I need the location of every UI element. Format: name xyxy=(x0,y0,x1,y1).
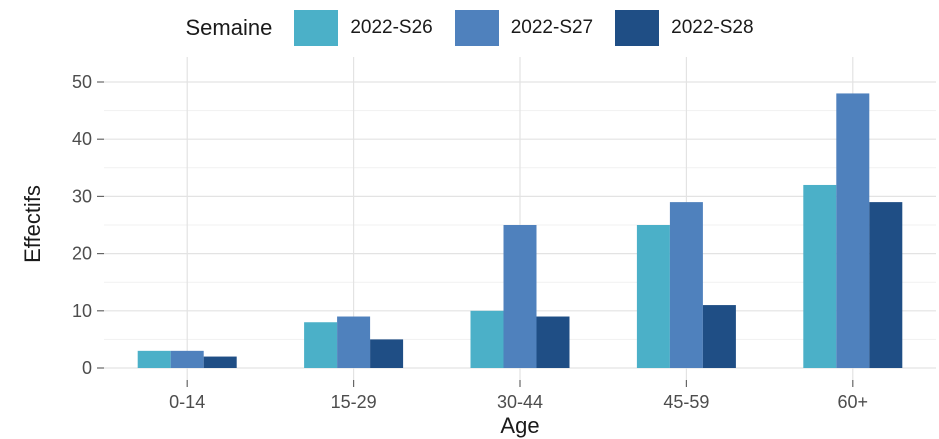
bar-2022-S27-45-59 xyxy=(669,202,703,368)
y-tick-label: 40 xyxy=(72,129,92,149)
legend-item-s27: 2022-S27 xyxy=(454,10,594,46)
bar-2022-S28-45-59 xyxy=(702,305,736,368)
legend: Semaine 2022-S26 2022-S27 2022-S28 xyxy=(0,6,939,50)
y-tick-label: 50 xyxy=(72,72,92,92)
legend-swatch-s27 xyxy=(454,10,499,46)
y-axis-ticks: 0 10 20 30 40 50 xyxy=(72,72,104,378)
y-tick-label: 30 xyxy=(72,186,92,206)
legend-title: Semaine xyxy=(185,15,273,40)
x-tick-label: 45-59 xyxy=(663,392,709,412)
x-tick-label: 15-29 xyxy=(331,392,377,412)
bar-2022-S27-60+ xyxy=(836,93,870,368)
bar-2022-S28-30-44 xyxy=(536,316,570,368)
bar-2022-S28-15-29 xyxy=(370,339,404,368)
y-tick-label: 0 xyxy=(82,358,92,378)
bar-2022-S26-30-44 xyxy=(470,310,504,368)
y-tick-label: 20 xyxy=(72,244,92,264)
legend-item-s26: 2022-S26 xyxy=(294,10,433,46)
y-axis-title: Effectifs xyxy=(20,185,45,263)
bar-2022-S28-0-14 xyxy=(203,356,237,368)
x-tick-label: 30-44 xyxy=(497,392,543,412)
legend-item-s28: 2022-S28 xyxy=(615,10,754,46)
bar-2022-S27-15-29 xyxy=(337,316,371,368)
x-tick-label: 0-14 xyxy=(169,392,205,412)
legend-label-s27: 2022-S27 xyxy=(510,17,594,38)
legend-label-s28: 2022-S28 xyxy=(671,17,754,38)
y-tick-label: 10 xyxy=(72,301,92,321)
bar-2022-S28-60+ xyxy=(869,202,903,368)
bars xyxy=(137,93,903,368)
bar-2022-S26-60+ xyxy=(803,184,837,368)
x-axis-ticks: 0-14 15-29 30-44 45-59 60+ xyxy=(169,380,868,412)
bar-2022-S27-0-14 xyxy=(170,350,204,368)
bar-2022-S26-15-29 xyxy=(304,322,338,368)
legend-swatch-s26 xyxy=(294,10,339,46)
bar-2022-S26-0-14 xyxy=(137,350,171,368)
legend-label-s26: 2022-S26 xyxy=(350,17,433,38)
legend-swatch-s28 xyxy=(615,10,660,46)
bar-2022-S27-30-44 xyxy=(503,225,537,368)
x-axis-title: Age xyxy=(500,413,539,438)
x-tick-label: 60+ xyxy=(838,392,869,412)
bar-2022-S26-45-59 xyxy=(636,225,670,368)
